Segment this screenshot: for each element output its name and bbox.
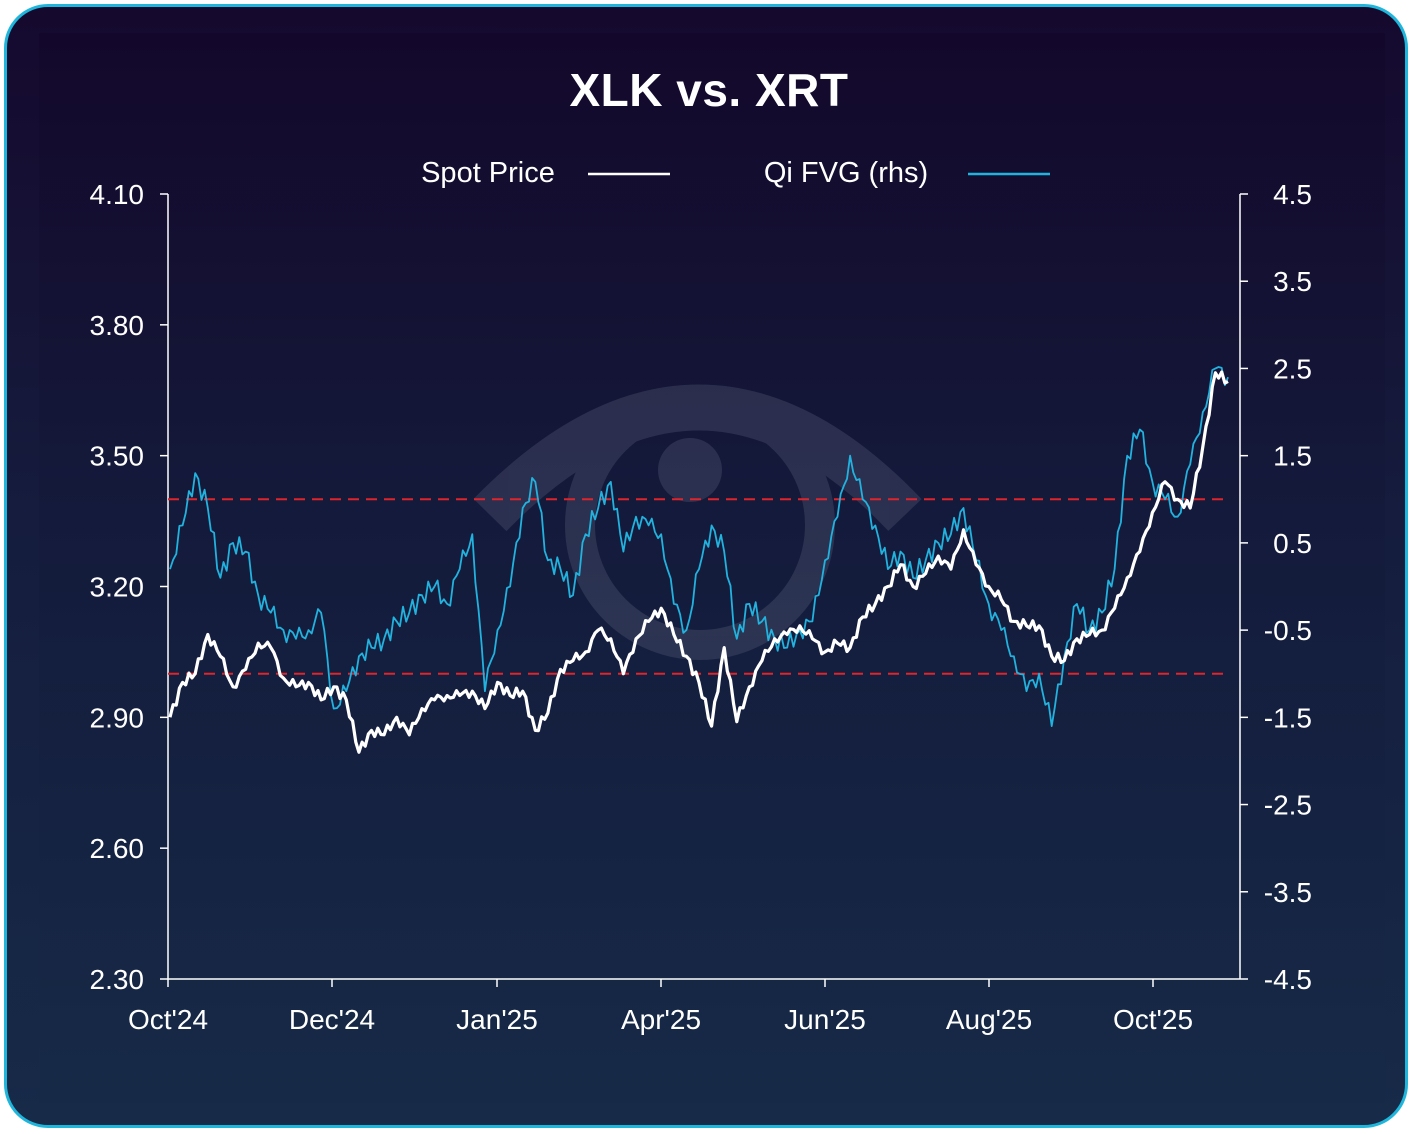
series-line-qi-fvg	[169, 366, 1229, 727]
x-tick-label: Jun'25	[784, 1004, 866, 1035]
x-tick-label: Oct'24	[128, 1004, 208, 1035]
chart-title: XLK vs. XRT	[569, 64, 849, 116]
chart-frame: XLK vs. XRT	[4, 4, 1408, 1128]
x-tick-label: Apr'25	[621, 1004, 701, 1035]
legend-label-spot-price: Spot Price	[421, 157, 555, 189]
legend-label-qi-fvg: Qi FVG (rhs)	[764, 157, 928, 189]
y-left-tick-label: 3.50	[90, 441, 145, 472]
y-left-tick-label: 3.20	[90, 572, 145, 603]
y-left-tick-label: 2.60	[90, 833, 145, 864]
y-right-tick-label: -2.5	[1264, 790, 1312, 821]
x-tick-label: Jan'25	[456, 1004, 538, 1035]
watermark-logo	[473, 384, 922, 660]
y-right-tick-label: -3.5	[1264, 877, 1312, 908]
x-tick-label: Dec'24	[289, 1004, 375, 1035]
y-right-tick-label: 0.5	[1273, 528, 1312, 559]
x-tick-label: Aug'25	[946, 1004, 1032, 1035]
x-tick-label: Oct'25	[1113, 1004, 1193, 1035]
y-right-tick-label: -4.5	[1264, 964, 1312, 995]
chart-panel	[39, 33, 1385, 1103]
y-right-tick-label: -0.5	[1264, 615, 1312, 646]
y-left-tick-label: 2.30	[90, 964, 145, 995]
y-right-tick-label: 4.5	[1273, 179, 1312, 210]
legend: Spot Price Qi FVG (rhs)	[421, 157, 1050, 189]
series-line-spot-price	[168, 370, 1229, 754]
y-left-tick-label: 4.10	[90, 179, 145, 210]
y-left-tick-label: 2.90	[90, 702, 145, 733]
y-right-tick-label: 3.5	[1273, 266, 1312, 297]
y-right-tick-label: -1.5	[1264, 702, 1312, 733]
y-left-tick-label: 3.80	[90, 310, 145, 341]
y-right-tick-label: 1.5	[1273, 441, 1312, 472]
y-right-tick-label: 2.5	[1273, 353, 1312, 384]
